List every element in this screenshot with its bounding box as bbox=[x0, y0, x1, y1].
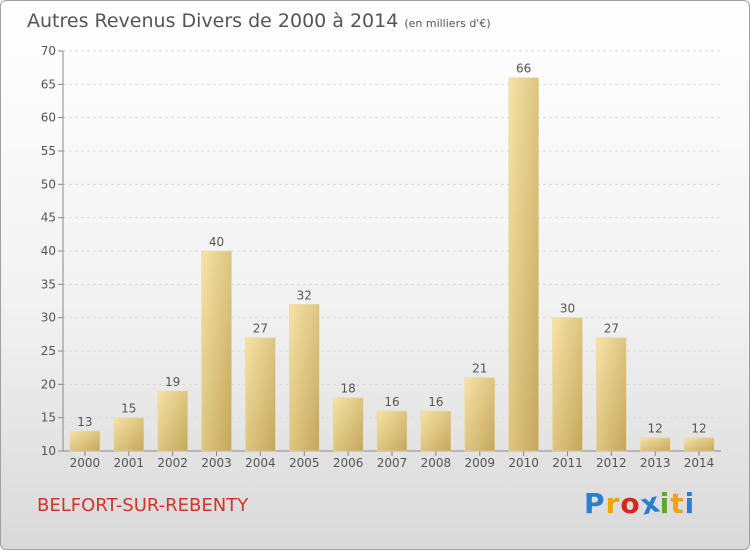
logo-letter: P bbox=[584, 487, 606, 520]
data-label-2014: 12 bbox=[691, 422, 706, 436]
x-tick-label-2001: 2001 bbox=[114, 456, 145, 470]
y-tick-label: 20 bbox=[41, 377, 56, 391]
bar-2004 bbox=[245, 337, 276, 452]
x-tick-label-2010: 2010 bbox=[508, 456, 539, 470]
x-tick-label-2008: 2008 bbox=[421, 456, 452, 470]
x-tick-label-2011: 2011 bbox=[552, 456, 583, 470]
bar-2001 bbox=[113, 417, 145, 452]
x-tick-labels: 2000 2001 2002 2003 2004 2005 2006 2007 2008 2009… bbox=[70, 456, 715, 470]
bar-2012 bbox=[596, 337, 627, 452]
data-labels: 13 15 19 40 27 32 18 16 16 21 66 30 27 12 12 bbox=[77, 62, 706, 436]
logo-letter: r bbox=[605, 487, 621, 520]
data-label-2009: 21 bbox=[472, 362, 487, 376]
bar-2000 bbox=[69, 430, 101, 452]
y-tick-label: 50 bbox=[41, 177, 56, 191]
x-tick-label-2000: 2000 bbox=[70, 456, 101, 470]
data-label-2012: 27 bbox=[604, 322, 619, 336]
y-tick-label: 10 bbox=[41, 444, 56, 458]
town-name: BELFORT-SUR-REBENTY bbox=[37, 495, 249, 516]
y-tick-label: 30 bbox=[41, 311, 56, 325]
x-tick-label-2014: 2014 bbox=[684, 456, 715, 470]
chart-unit-label: (en milliers d'€) bbox=[404, 17, 491, 30]
y-tick-label: 15 bbox=[41, 411, 56, 425]
chart-title: Autres Revenus Divers de 2000 à 2014 bbox=[27, 10, 399, 32]
y-tick-label: 70 bbox=[41, 44, 56, 58]
y-tick-label: 55 bbox=[41, 144, 56, 158]
bars bbox=[69, 77, 715, 452]
x-tick-label-2013: 2013 bbox=[640, 456, 671, 470]
data-label-2000: 13 bbox=[77, 415, 92, 429]
data-label-2003: 40 bbox=[209, 235, 224, 249]
proxiti-logo: Proxiti bbox=[584, 485, 696, 521]
x-tick-label-2002: 2002 bbox=[157, 456, 188, 470]
x-tick-label-2003: 2003 bbox=[201, 456, 232, 470]
bar-2003 bbox=[201, 250, 232, 452]
bar-2013 bbox=[639, 437, 671, 452]
data-label-2008: 16 bbox=[428, 395, 443, 409]
bar-2008 bbox=[420, 410, 452, 452]
y-tick-label: 45 bbox=[41, 211, 56, 225]
bar-2005 bbox=[289, 304, 320, 452]
y-tick-label: 25 bbox=[41, 344, 56, 358]
bar-2011 bbox=[552, 317, 583, 452]
data-label-2010: 66 bbox=[516, 62, 531, 76]
x-tick-label-2012: 2012 bbox=[596, 456, 627, 470]
bar-2014 bbox=[683, 437, 715, 452]
bar-2002 bbox=[157, 390, 188, 452]
logo-letter: t bbox=[670, 487, 685, 520]
chart-title-block: Autres Revenus Divers de 2000 à 2014 (en … bbox=[27, 10, 491, 32]
logo-letter: o bbox=[620, 487, 641, 520]
data-label-2001: 15 bbox=[121, 402, 136, 416]
data-label-2013: 12 bbox=[648, 422, 663, 436]
y-tick-label: 60 bbox=[41, 111, 56, 125]
bar-2010 bbox=[508, 77, 539, 452]
x-tick-label-2009: 2009 bbox=[464, 456, 495, 470]
data-label-2002: 19 bbox=[165, 375, 180, 389]
data-label-2004: 27 bbox=[253, 322, 268, 336]
x-tick-label-2005: 2005 bbox=[289, 456, 320, 470]
y-tick-labels: 10 15 20 25 30 35 40 45 50 55 60 65 70 bbox=[41, 44, 56, 458]
y-tick-label: 35 bbox=[41, 277, 56, 291]
x-tick-label-2004: 2004 bbox=[245, 456, 276, 470]
x-tick-label-2006: 2006 bbox=[333, 456, 364, 470]
bar-2007 bbox=[376, 410, 408, 452]
data-label-2005: 32 bbox=[297, 288, 312, 302]
x-tick-label-2007: 2007 bbox=[377, 456, 408, 470]
data-label-2011: 30 bbox=[560, 302, 575, 316]
bar-2009 bbox=[464, 377, 495, 452]
data-label-2006: 18 bbox=[340, 382, 355, 396]
y-tick-label: 65 bbox=[41, 77, 56, 91]
logo-letter: i bbox=[684, 487, 696, 520]
bar-2006 bbox=[332, 397, 364, 452]
y-tick-label: 40 bbox=[41, 244, 56, 258]
logo-letter: i bbox=[659, 487, 671, 520]
data-label-2007: 16 bbox=[384, 395, 399, 409]
